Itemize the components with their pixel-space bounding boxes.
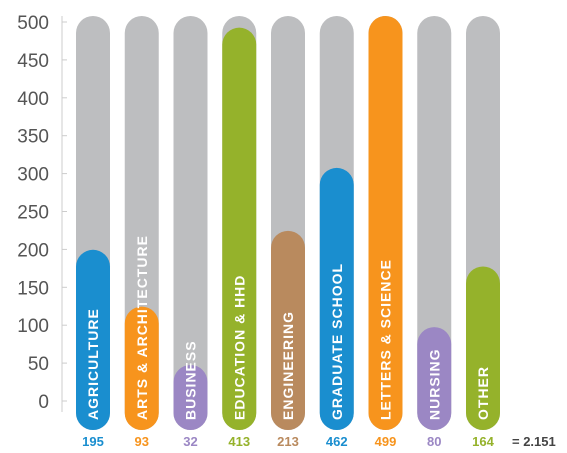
category-label: EDUCATION & HHD	[231, 275, 247, 420]
category-label: BUSINESS	[183, 340, 199, 420]
y-tick-label: 200	[17, 240, 49, 261]
y-tick-label: 100	[17, 316, 49, 337]
value-label: 462	[326, 434, 348, 449]
y-tick-label: 0	[38, 392, 49, 413]
bar-background	[417, 16, 452, 430]
y-tick-label: 350	[17, 127, 49, 148]
bar	[368, 16, 403, 430]
value-label: 213	[277, 434, 299, 449]
bar	[124, 306, 159, 430]
value-label: 164	[472, 434, 494, 449]
category-label: NURSING	[426, 348, 442, 420]
y-tick-label: 400	[17, 89, 49, 110]
value-label: 93	[135, 434, 149, 449]
y-tick-label: 450	[17, 51, 49, 72]
value-label: 80	[427, 434, 441, 449]
category-label: GRADUATE SCHOOL	[329, 263, 345, 420]
value-label: 413	[228, 434, 250, 449]
y-tick-label: 300	[17, 165, 49, 186]
category-label: OTHER	[475, 366, 491, 420]
y-tick-label: 500	[17, 13, 49, 34]
category-label: ARTS & ARCHITECTURE	[134, 235, 150, 420]
bars: AGRICULTURE ARTS & ARCHITECTURE BUSINESS ED…	[76, 16, 500, 431]
category-label: ENGINEERING	[280, 311, 296, 420]
bar-background	[173, 16, 208, 430]
value-label: 195	[82, 434, 104, 449]
y-axis: 0 50 100 150 200 250 300 350 400 450 500	[17, 13, 67, 413]
y-tick-label: 250	[17, 203, 49, 224]
bar	[466, 266, 500, 430]
bar	[271, 230, 305, 430]
category-label: LETTERS & SCIENCE	[378, 259, 394, 420]
bar	[76, 249, 110, 430]
bar	[222, 27, 257, 431]
bar	[417, 327, 452, 430]
y-tick-label: 150	[17, 278, 49, 299]
value-label: 499	[375, 434, 397, 449]
total-label: = 2.151	[512, 434, 556, 449]
value-label: 32	[183, 434, 197, 449]
bar	[319, 167, 354, 430]
value-labels: 195 93 32 413 213 462 499 80 164	[82, 434, 494, 449]
category-label: AGRICULTURE	[85, 308, 101, 420]
bar	[173, 364, 208, 430]
y-tick-label: 50	[28, 354, 49, 375]
